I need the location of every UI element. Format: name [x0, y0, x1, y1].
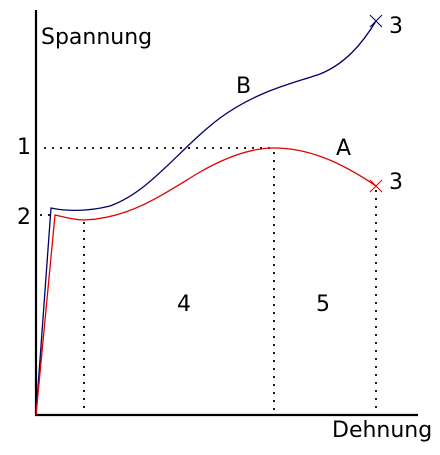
region-4-label: 4 — [177, 292, 191, 317]
y-axis-label: Spannung — [41, 25, 152, 50]
curve-a-label: A — [336, 136, 351, 161]
marker-level-2: 2 — [17, 205, 31, 230]
fracture-cross-b — [369, 14, 383, 28]
x-axis-label: Dehnung — [332, 418, 432, 443]
curve-b-label: B — [236, 74, 251, 99]
fracture-cross-a — [369, 179, 383, 193]
curve-a — [35, 147, 377, 416]
curve-b — [35, 20, 377, 416]
marker-fracture-a: 3 — [389, 170, 403, 195]
region-5-label: 5 — [316, 292, 330, 317]
marker-fracture-b: 3 — [389, 14, 403, 39]
marker-level-1: 1 — [17, 135, 31, 160]
